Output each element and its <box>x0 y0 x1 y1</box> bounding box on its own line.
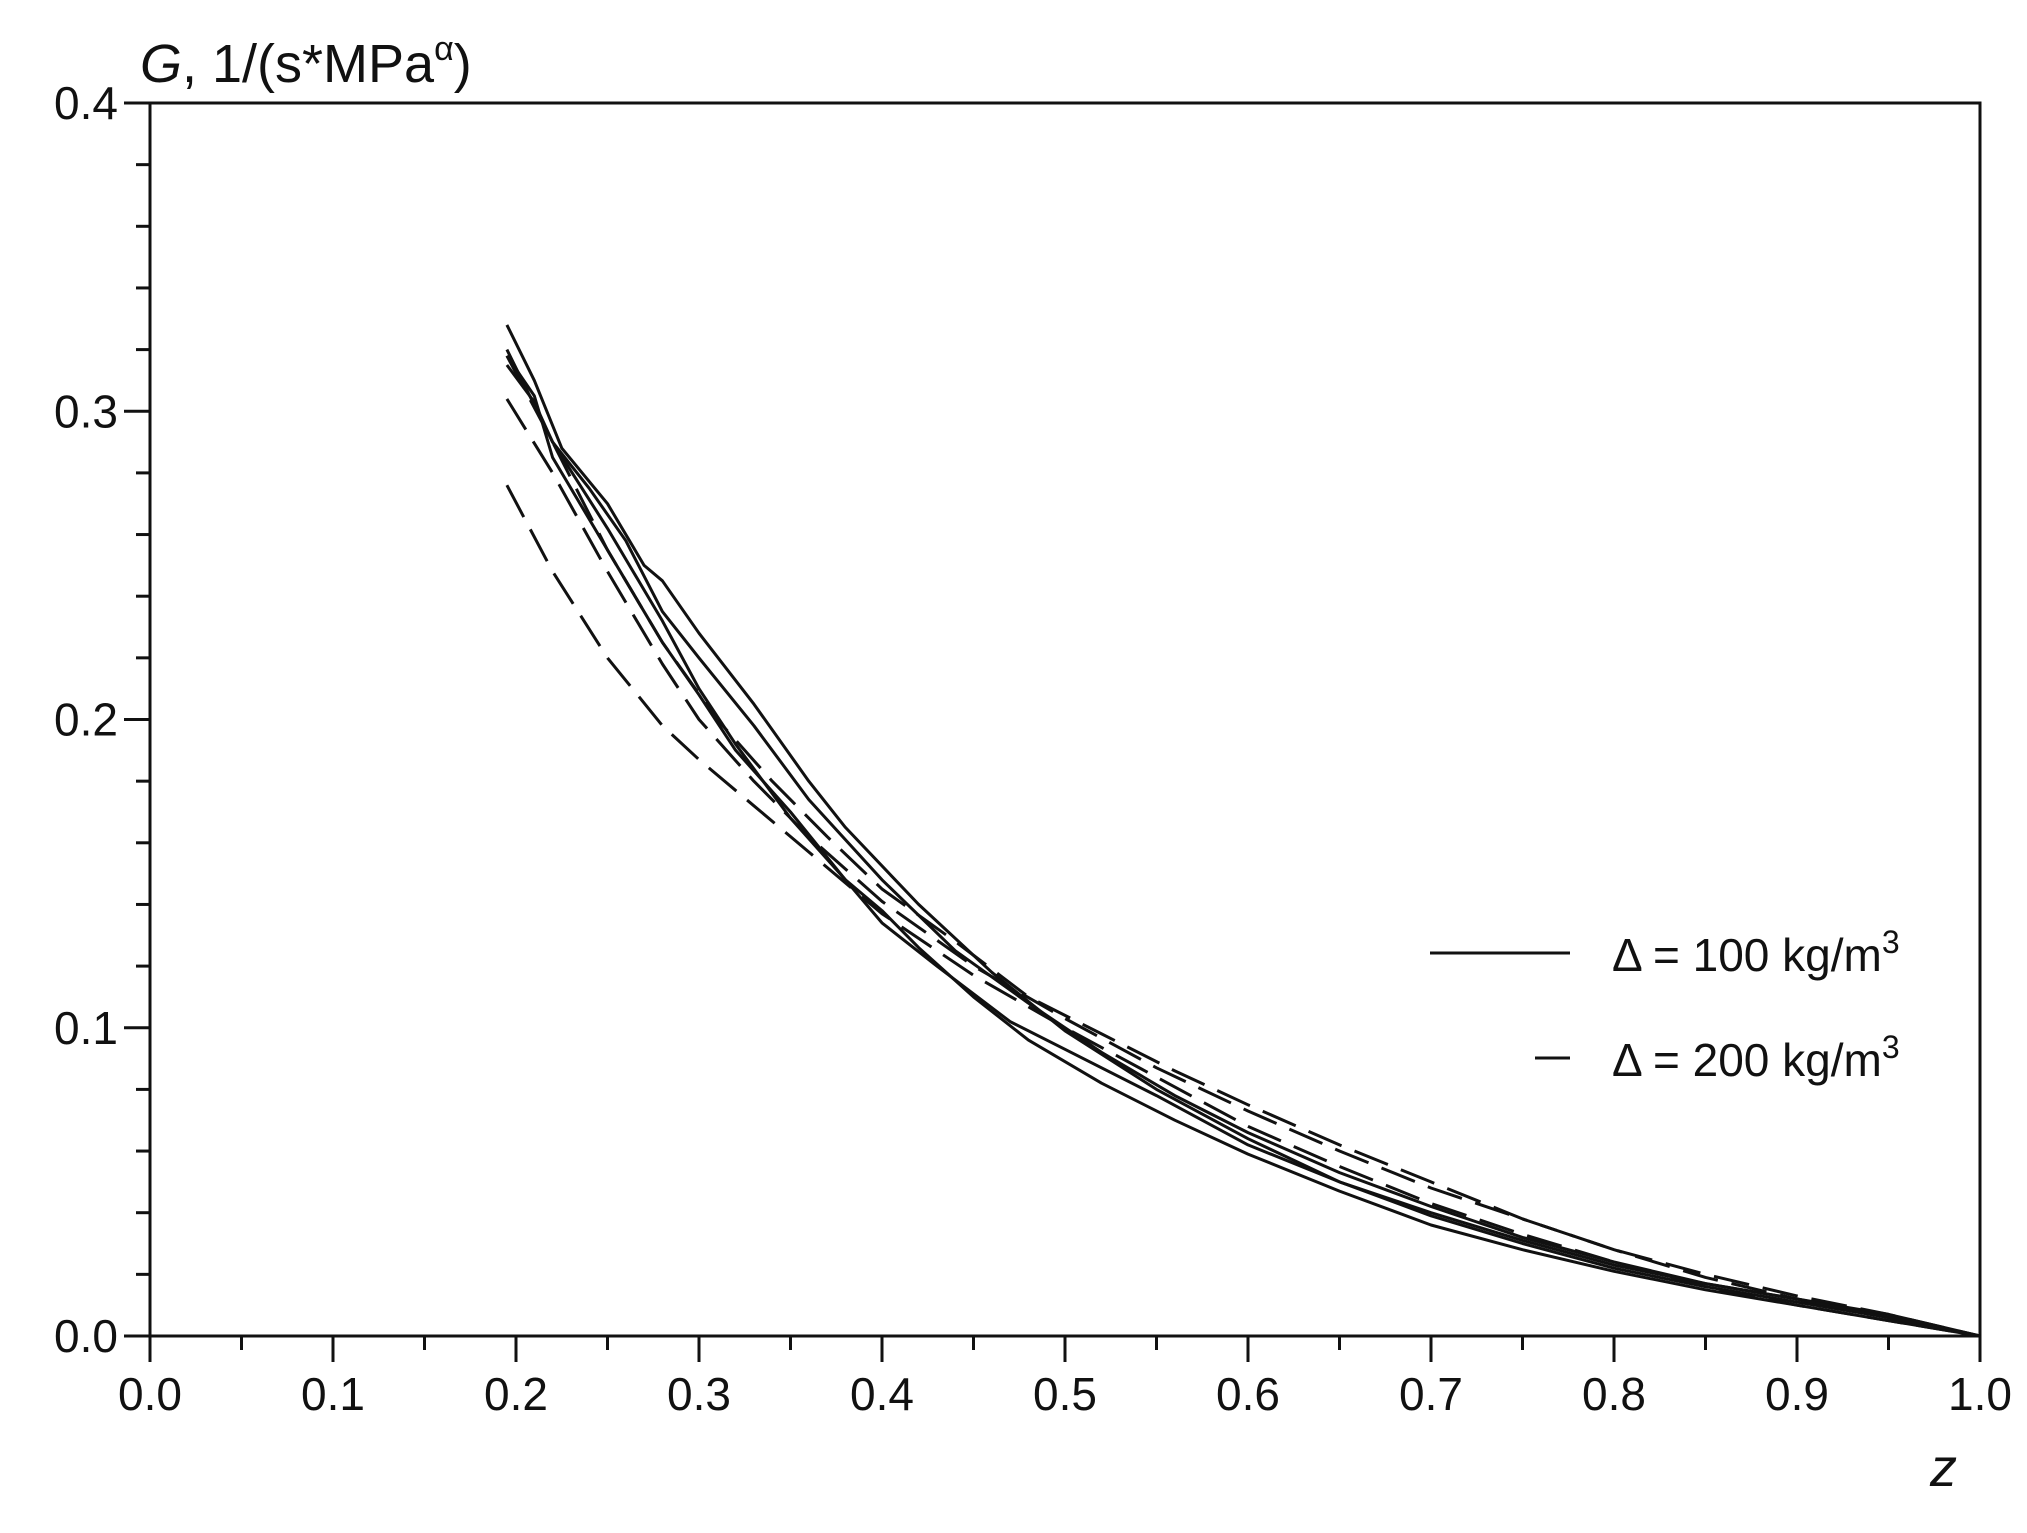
x-tick-label: 0.6 <box>1216 1368 1280 1420</box>
y-tick-label: 0.3 <box>54 385 118 437</box>
plot-frame <box>148 101 1982 1338</box>
x-tick-label: 0.4 <box>850 1368 914 1420</box>
x-tick-label: 0.5 <box>1033 1368 1097 1420</box>
dashed-series-line-4 <box>505 398 1981 1338</box>
x-tick-label: 0.9 <box>1765 1368 1829 1420</box>
axis-ticks <box>124 101 1982 1362</box>
x-tick-label: 1.0 <box>1948 1368 2012 1420</box>
x-tick-label: 0.0 <box>118 1368 182 1420</box>
dashed-series-line-5 <box>505 484 1981 1338</box>
series-layer <box>505 324 1981 1338</box>
y-tick-label: 0.4 <box>54 77 118 129</box>
y-tick-label: 0.0 <box>54 1310 118 1362</box>
legend-label-200: Δ = 200 kg/m3 <box>1612 1029 1900 1086</box>
y-tick-label: 0.2 <box>54 694 118 746</box>
x-tick-label: 0.2 <box>484 1368 548 1420</box>
y-tick-label: 0.1 <box>54 1002 118 1054</box>
solid-series-line-3 <box>505 348 1981 1338</box>
x-axis-title: z <box>1929 1438 1957 1498</box>
x-tick-label: 0.3 <box>667 1368 731 1420</box>
solid-series-line-0 <box>505 324 1981 1338</box>
x-tick-label: 0.1 <box>301 1368 365 1420</box>
x-tick-labels: 0.0 0.1 0.2 0.3 0.4 0.5 0.6 0.7 0.8 0.9 1.0 <box>118 1368 2012 1420</box>
dashed-series-line-6 <box>505 355 1981 1338</box>
solid-series-line-1 <box>505 364 1981 1338</box>
y-axis-title: G, 1/(s*MPaα) <box>140 30 472 94</box>
legend-label-100: Δ = 100 kg/m3 <box>1612 924 1900 981</box>
solid-series-line-2 <box>505 354 1981 1338</box>
x-tick-label: 0.7 <box>1399 1368 1463 1420</box>
y-tick-labels: 0.0 0.1 0.2 0.3 0.4 <box>54 77 118 1362</box>
legend: Δ = 100 kg/m3 Δ = 200 kg/m3 <box>1430 924 1900 1086</box>
x-tick-label: 0.8 <box>1582 1368 1646 1420</box>
